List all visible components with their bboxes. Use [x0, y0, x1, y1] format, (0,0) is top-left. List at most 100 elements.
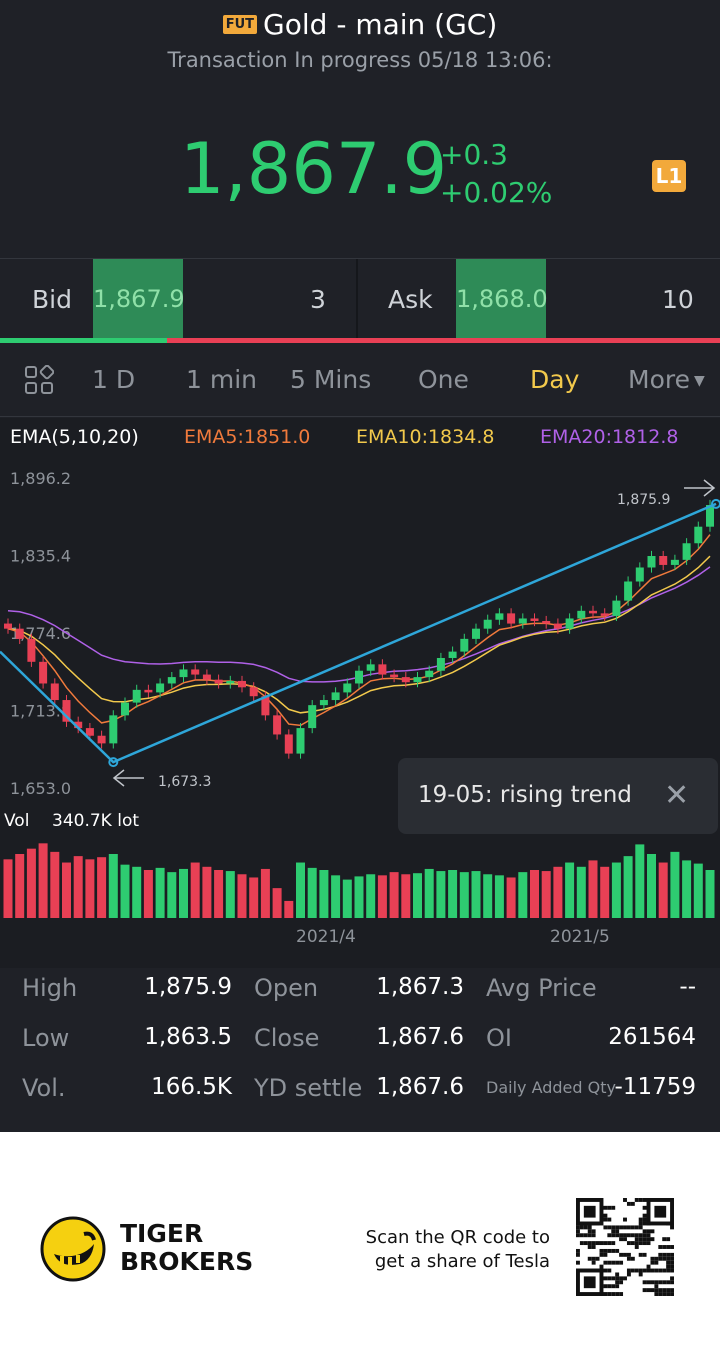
volume-bar: [272, 888, 282, 918]
quote-header: FUT Gold - main (GC) Transaction In progr…: [0, 0, 720, 254]
qr-module: [611, 1284, 616, 1289]
scan-line2: get a share of Tesla: [374, 1251, 550, 1272]
x-tick-label: 2021/4: [296, 927, 356, 947]
qr-module: [626, 1252, 631, 1257]
qr-code-icon[interactable]: [576, 1198, 674, 1296]
qr-module: [646, 1241, 651, 1246]
qr-module: [603, 1225, 608, 1230]
qr-module: [607, 1205, 612, 1210]
qr-module: [638, 1241, 643, 1246]
candle-body: [355, 670, 363, 684]
y-tick-label: 1,835.4: [10, 547, 71, 566]
candle-body: [50, 683, 59, 701]
volume-bar: [155, 867, 165, 918]
qr-module: [642, 1252, 647, 1257]
qr-module: [634, 1245, 639, 1249]
qr-module: [607, 1284, 612, 1289]
candle-body: [624, 581, 633, 601]
qr-module: [654, 1268, 659, 1273]
qr-module: [666, 1264, 671, 1269]
qr-module: [603, 1205, 608, 1210]
y-tick-label: 1,653.0: [10, 779, 71, 798]
qr-module: [623, 1217, 627, 1222]
bid-label: Bid: [32, 285, 72, 314]
qr-module: [623, 1233, 627, 1238]
price-chart[interactable]: 1,896.2 1,835.4 1,774.6 1,713.8 1,653.0 1,875…: [0, 418, 720, 968]
candle-body: [109, 715, 118, 744]
qr-module: [615, 1284, 620, 1289]
candle-body: [273, 715, 282, 735]
grid-icon[interactable]: [24, 365, 54, 395]
qr-module: [607, 1248, 612, 1253]
candle-body: [156, 683, 165, 693]
volume-label: Vol: [4, 811, 29, 831]
volume-bar: [565, 862, 575, 918]
stat-open-label: Open: [254, 974, 319, 1002]
bid-price: 1,867.9: [93, 285, 185, 313]
qr-module: [666, 1245, 671, 1249]
tab-1d[interactable]: 1 D: [92, 365, 136, 394]
candle-body: [600, 613, 609, 616]
qr-module: [638, 1268, 643, 1273]
volume-bar: [319, 870, 329, 918]
qr-module: [638, 1233, 643, 1238]
qr-module: [619, 1276, 624, 1281]
candle-body: [39, 661, 48, 684]
tab-5mins[interactable]: 5 Mins: [290, 365, 372, 394]
tab-one[interactable]: One: [418, 365, 469, 394]
volume-bar: [120, 864, 130, 918]
qr-module: [595, 1256, 600, 1261]
qr-module: [611, 1205, 616, 1210]
volume-bar: [541, 871, 551, 918]
volume-bar: [85, 859, 95, 918]
level1-badge[interactable]: L1: [652, 160, 686, 192]
volume-bar: [682, 860, 692, 918]
bid-strength-bar: [0, 338, 167, 343]
stat-high-value: 1,875.9: [144, 974, 232, 1000]
tab-more[interactable]: More ▼: [628, 365, 705, 394]
close-icon[interactable]: ✕: [664, 778, 690, 813]
volume-bar: [307, 867, 317, 918]
qr-module: [646, 1264, 651, 1269]
candle-body: [565, 618, 574, 629]
candlestick-chart[interactable]: 1,896.21,835.41,774.61,713.81,653.01,875…: [0, 418, 720, 968]
volume-bar: [132, 866, 142, 918]
candle-body: [694, 526, 703, 544]
candle-body: [542, 621, 551, 624]
stat-close-value: 1,867.6: [376, 1024, 464, 1050]
qr-module: [619, 1233, 624, 1238]
qr-module: [642, 1221, 647, 1226]
bid-ask-divider: [356, 259, 358, 339]
candle-body: [448, 651, 457, 658]
candle-body: [612, 600, 621, 616]
price-change-percent: +0.02%: [440, 176, 553, 209]
volume-bar: [576, 866, 586, 918]
candle-body: [238, 680, 246, 688]
candle-body: [214, 679, 223, 684]
trend-tooltip: 19-05: rising trend ✕: [398, 758, 718, 834]
trend-high-point: [711, 498, 720, 509]
qr-module: [670, 1252, 674, 1257]
volume-bar: [26, 848, 36, 918]
qr-module: [626, 1272, 631, 1277]
candle-body: [284, 734, 293, 754]
qr-module: [591, 1256, 596, 1261]
qr-module: [654, 1256, 659, 1261]
candle-body: [226, 680, 235, 684]
volume-bar: [611, 862, 621, 918]
qr-finder-center: [583, 1205, 596, 1218]
qr-module: [646, 1280, 651, 1285]
qr-module: [615, 1248, 620, 1253]
tab-day[interactable]: Day: [530, 365, 580, 394]
qr-module: [603, 1260, 608, 1265]
qr-module: [650, 1260, 655, 1265]
qr-module: [654, 1292, 659, 1296]
tab-more-label: More: [628, 365, 690, 394]
tab-1min[interactable]: 1 min: [186, 365, 257, 394]
qr-module: [599, 1252, 604, 1257]
volume-bar: [97, 857, 107, 918]
candle-body: [191, 669, 200, 675]
qr-module: [654, 1284, 659, 1289]
ask-strength-bar: [167, 338, 720, 343]
candle-body: [483, 619, 492, 629]
